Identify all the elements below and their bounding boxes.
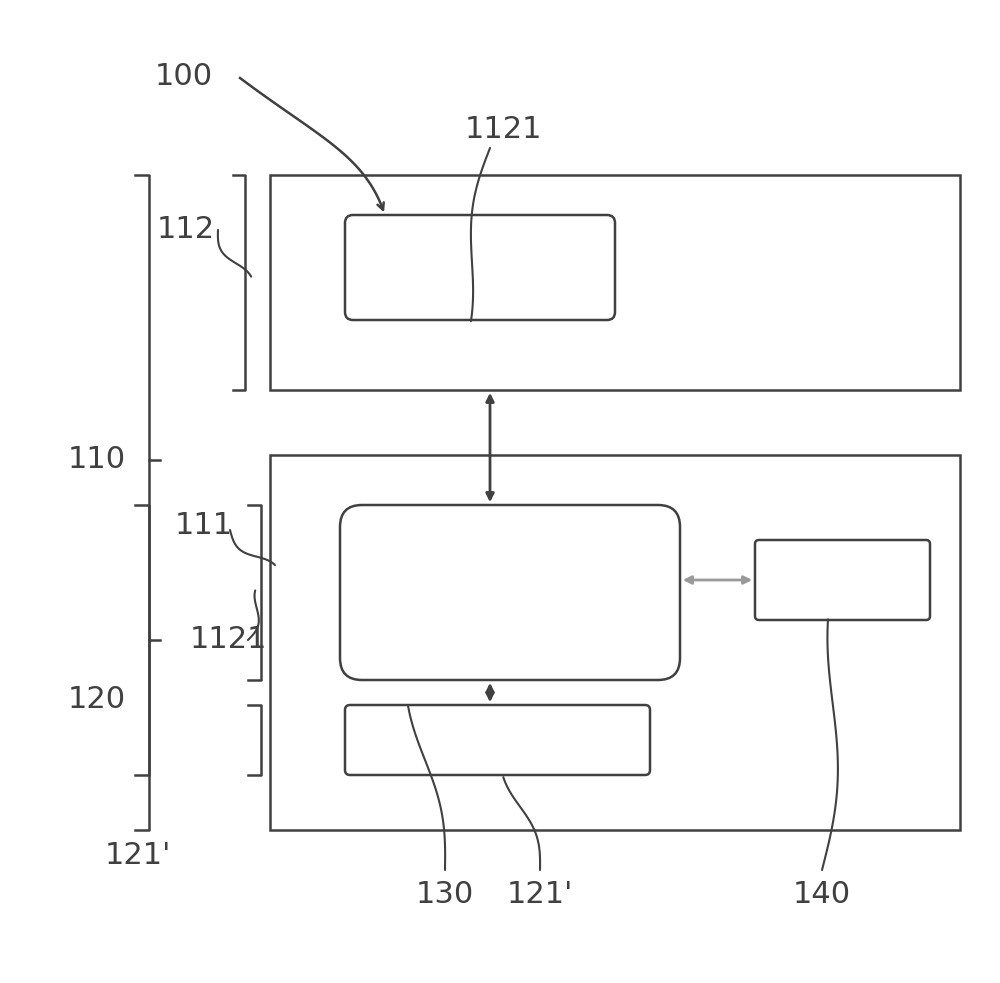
Text: 1121: 1121 — [465, 115, 542, 144]
Text: 121': 121' — [507, 880, 573, 909]
Text: 121': 121' — [105, 840, 171, 870]
Bar — [270, 175, 960, 390]
Text: 1121: 1121 — [190, 625, 268, 655]
FancyBboxPatch shape — [345, 215, 615, 320]
Text: 111: 111 — [175, 510, 233, 540]
Text: 112: 112 — [157, 215, 215, 245]
Text: 140: 140 — [793, 880, 851, 909]
FancyBboxPatch shape — [340, 505, 680, 680]
Text: 110: 110 — [68, 445, 126, 475]
Text: 130: 130 — [416, 880, 474, 909]
FancyBboxPatch shape — [755, 540, 930, 620]
Text: 100: 100 — [155, 62, 213, 91]
Bar — [270, 455, 960, 830]
FancyBboxPatch shape — [345, 705, 650, 775]
Text: 120: 120 — [68, 685, 126, 715]
